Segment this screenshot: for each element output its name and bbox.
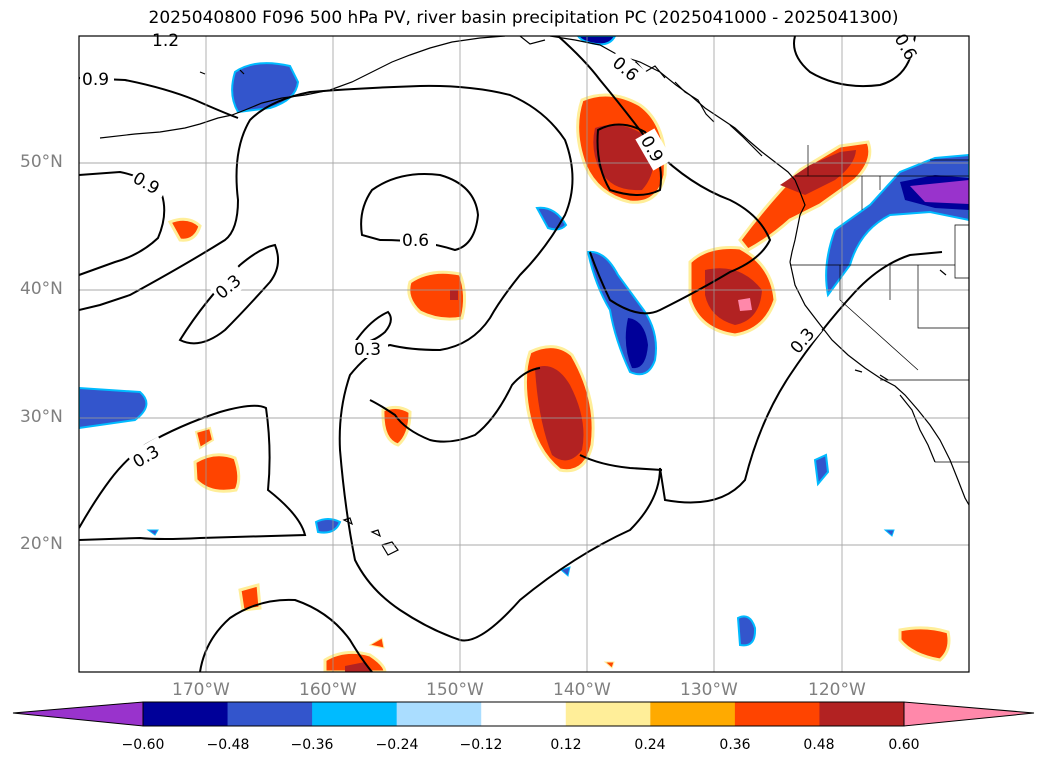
colorbar-tick-label: −0.24 — [375, 737, 419, 753]
map-title: 2025040800 F096 500 hPa PV, river basin … — [148, 8, 899, 28]
lon-tick-label: 170°W — [172, 680, 230, 700]
lat-tick-label: 20°N — [20, 534, 63, 554]
colorbar-segment — [819, 702, 905, 726]
colorbar-tick-label: −0.48 — [206, 737, 250, 753]
colorbar-tick-label: 0.60 — [888, 737, 920, 753]
colorbar-tick-label: −0.60 — [121, 737, 165, 753]
lat-tick-label: 50°N — [20, 152, 63, 172]
colorbar-segment — [312, 702, 398, 726]
colorbar — [12, 701, 1035, 727]
gridlines — [79, 36, 969, 672]
map-panel[interactable]: 1.2 0.9 0.9 0.6 0.9 0.6 0.6 0.3 0.3 0.3 … — [0, 0, 1047, 700]
lat-tick-label: 30°N — [20, 407, 63, 427]
colorbar-segment — [650, 702, 736, 726]
precip-anomalies — [79, 36, 969, 672]
pv-contours — [79, 36, 943, 672]
contour-label: 0.3 — [354, 340, 381, 360]
lon-tick-label: 130°W — [680, 680, 738, 700]
colorbar-tick-label: 0.48 — [803, 737, 835, 753]
colorbar-tick-label: 0.36 — [719, 737, 751, 753]
colorbar-tick-label: −0.12 — [459, 737, 503, 753]
contour-label: 0.6 — [402, 231, 429, 251]
lon-tick-label: 150°W — [426, 680, 484, 700]
colorbar-segment — [565, 702, 651, 726]
lon-tick-label: 160°W — [299, 680, 357, 700]
contour-label: 1.2 — [152, 31, 179, 51]
lon-tick-label: 140°W — [553, 680, 611, 700]
colorbar-segment — [396, 702, 482, 726]
colorbar-segment — [227, 702, 313, 726]
plot-frame — [78, 35, 970, 673]
colorbar-tick-label: 0.12 — [550, 737, 582, 753]
colorbar-tick-label: 0.24 — [634, 737, 666, 753]
colorbar-tick-label: −0.36 — [290, 737, 334, 753]
colorbar-segment — [143, 702, 229, 726]
lon-tick-label: 120°W — [808, 680, 866, 700]
lat-tick-label: 40°N — [20, 279, 63, 299]
colorbar-segment — [734, 702, 820, 726]
coastlines — [99, 36, 969, 556]
colorbar-segment — [481, 702, 567, 726]
contour-label: 0.9 — [82, 70, 109, 90]
borders — [790, 145, 969, 463]
contour-labels: 1.2 0.9 0.9 0.6 0.9 0.6 0.6 0.3 0.3 0.3 … — [80, 28, 921, 474]
